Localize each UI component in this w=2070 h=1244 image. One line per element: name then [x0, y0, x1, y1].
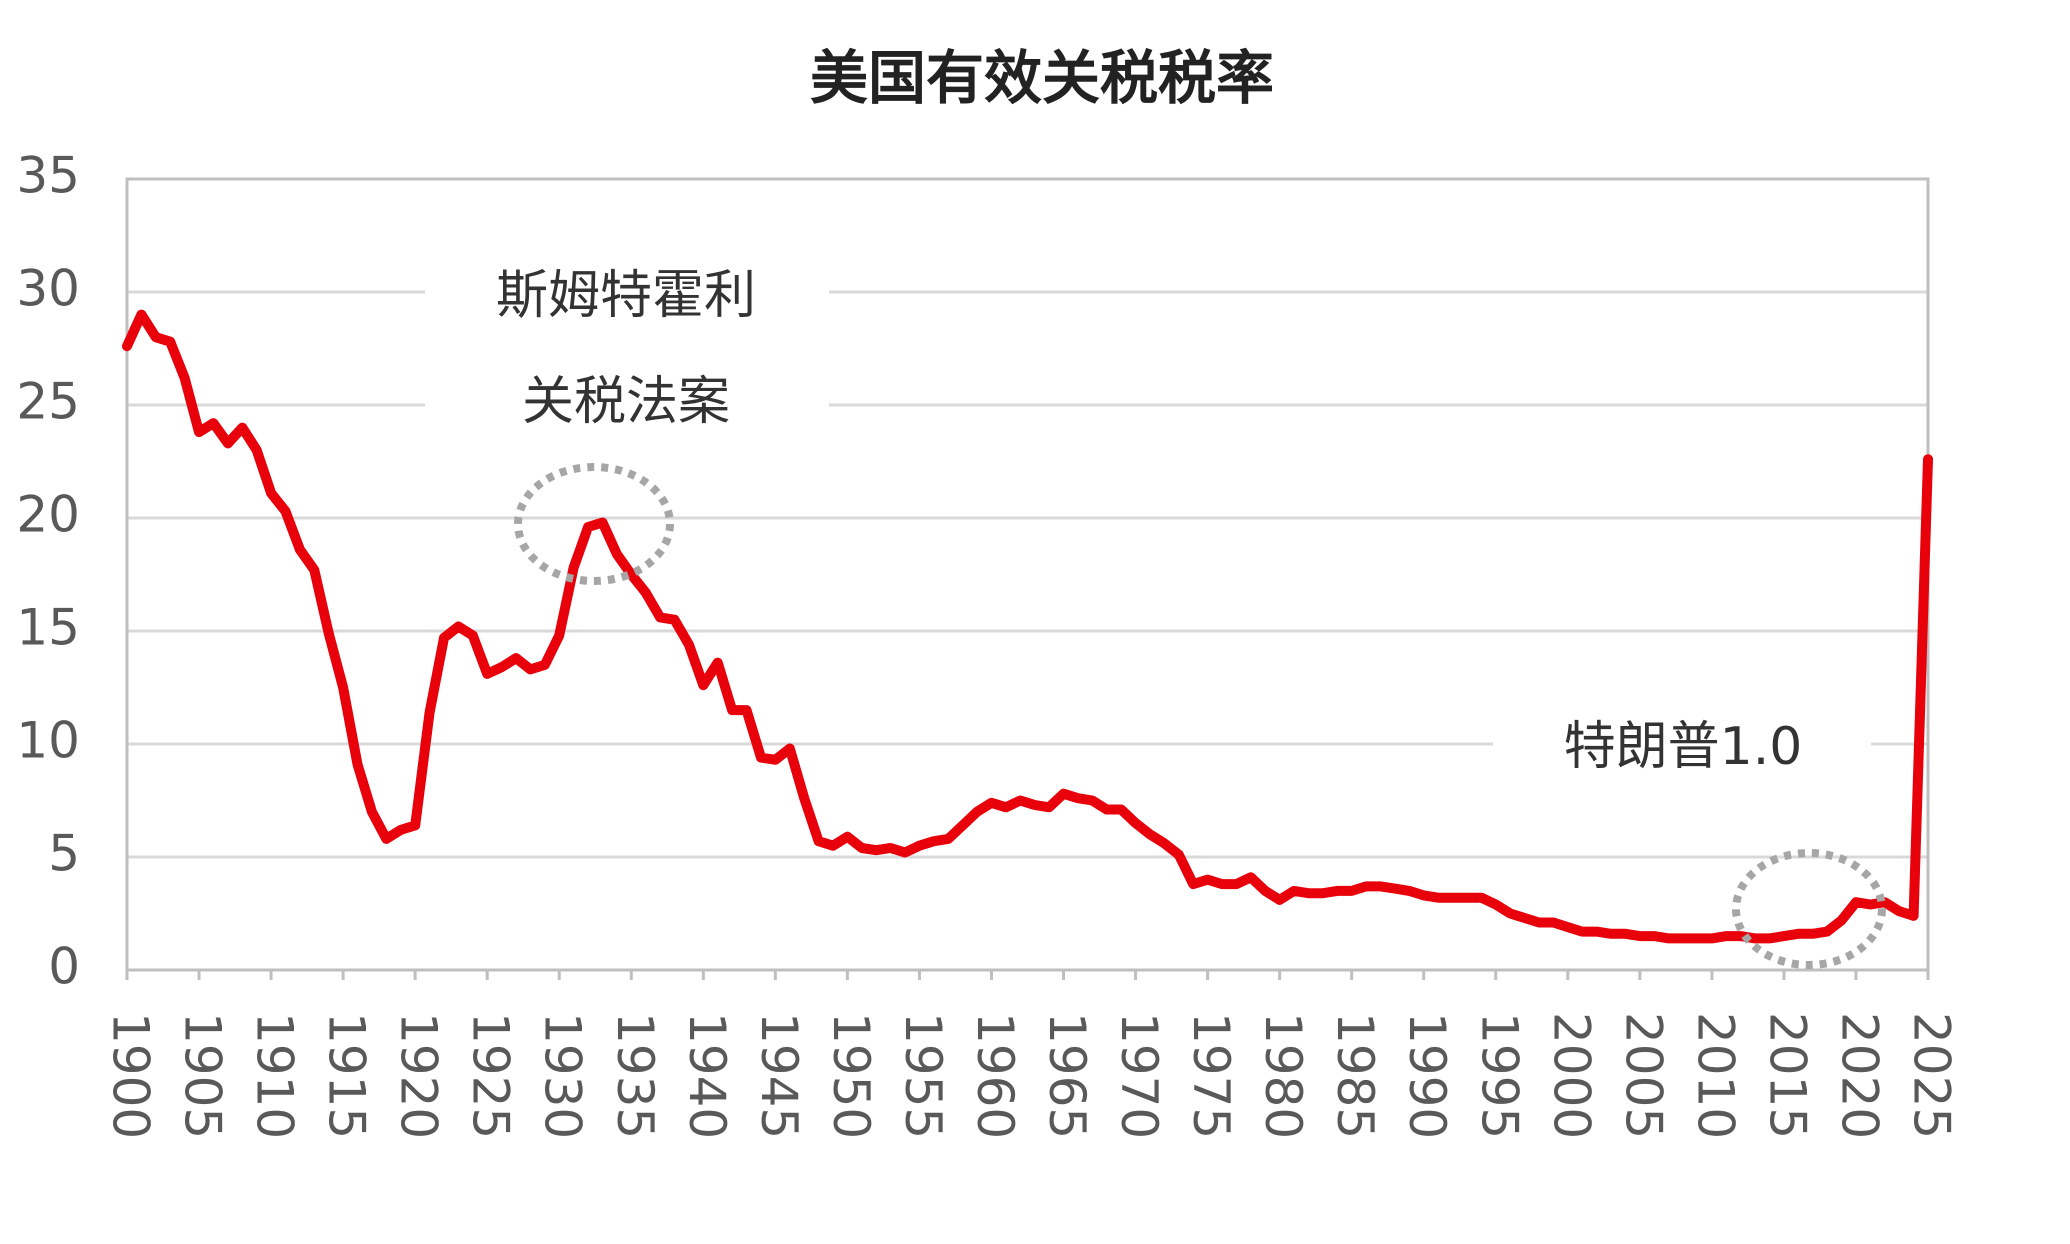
x-tick-label: 1965: [1038, 1012, 1096, 1139]
annotation-bg: [425, 368, 829, 442]
annotation: 斯姆特霍利: [496, 266, 756, 326]
x-tick-label: 2000: [1542, 1012, 1600, 1139]
x-tick-label: 1985: [1326, 1012, 1384, 1139]
annotation-bg: [425, 262, 829, 336]
x-tick-label: 1990: [1398, 1012, 1456, 1139]
highlight-circle: [514, 463, 674, 585]
x-tick-label: 2020: [1830, 1012, 1888, 1139]
x-tick-label: 1970: [1110, 1012, 1168, 1139]
x-tick-label: 1960: [966, 1012, 1024, 1139]
y-tick-label: 10: [16, 712, 80, 770]
x-tick-label: 1910: [246, 1012, 304, 1139]
y-tick-label: 15: [16, 599, 80, 657]
x-tick-label: 2015: [1758, 1012, 1816, 1139]
annotation-bg: [1493, 713, 1871, 787]
x-tick-label: 1930: [534, 1012, 592, 1139]
x-tick-label: 1900: [102, 1012, 160, 1139]
data-line: [122, 309, 1933, 944]
y-tick-label: 35: [16, 147, 80, 205]
y-tick-label: 5: [48, 825, 80, 883]
y-tick-label: 20: [16, 486, 80, 544]
x-tick-label: 2005: [1614, 1012, 1672, 1139]
x-tick-label: 1920: [390, 1012, 448, 1139]
chart-title: 美国有效关税税率: [810, 44, 1274, 112]
x-tick-label: 1980: [1254, 1012, 1312, 1139]
x-tick-label: 1995: [1470, 1012, 1528, 1139]
y-tick-label: 30: [16, 260, 80, 318]
x-tick-label: 1935: [606, 1012, 664, 1139]
x-tick-label: 1915: [318, 1012, 376, 1139]
x-tick-label: 2010: [1686, 1012, 1744, 1139]
annotation: 特朗普1.0: [1564, 717, 1803, 777]
highlight-circle: [1732, 849, 1886, 969]
x-tick-label: 1955: [894, 1012, 952, 1139]
annotation: 关税法案: [522, 372, 730, 432]
x-tick-label: 1925: [462, 1012, 520, 1139]
x-tick-label: 2025: [1903, 1012, 1961, 1139]
x-tick-label: 1945: [750, 1012, 808, 1139]
x-tick-label: 1975: [1182, 1012, 1240, 1139]
y-tick-label: 25: [16, 373, 80, 431]
x-tick-label: 1940: [678, 1012, 736, 1139]
plot-border: [125, 177, 1930, 972]
x-tick-label: 1905: [174, 1012, 232, 1139]
x-tick-label: 1950: [822, 1012, 880, 1139]
y-tick-label: 0: [48, 938, 80, 996]
